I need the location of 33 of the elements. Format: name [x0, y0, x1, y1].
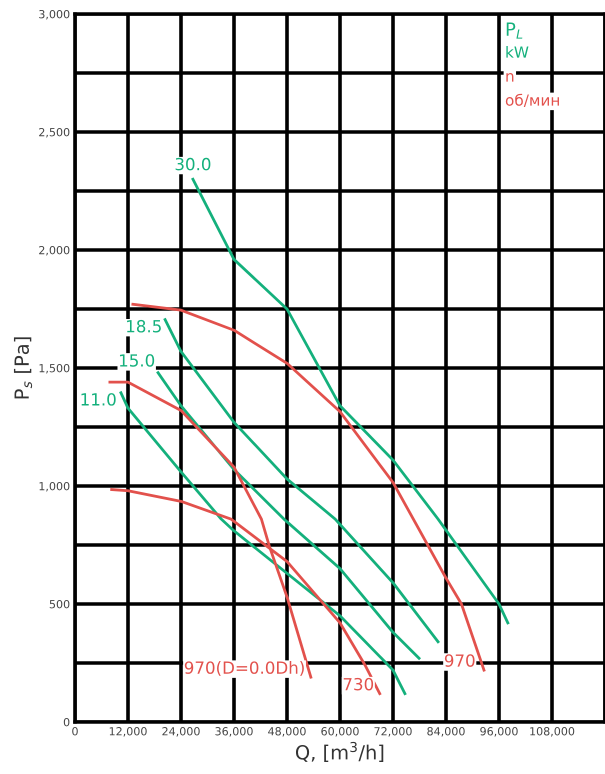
x-tick-label: 48,000 [268, 727, 306, 737]
annotation: n [506, 73, 514, 82]
x-tick-label: 108,000 [530, 727, 574, 737]
y-tick-label: 0 [64, 718, 70, 726]
x-tick-label: 72,000 [374, 727, 412, 737]
y-tick-label: 3,000 [39, 10, 70, 20]
series-label: 970(D=0.0Dh) [184, 661, 304, 676]
x-tick-label: 60,000 [321, 727, 359, 737]
annotation: kW [506, 46, 528, 58]
x-tick-label: 0 [72, 727, 78, 736]
x-tick-label: 24,000 [162, 727, 200, 737]
series-label: 30.0 [176, 158, 210, 170]
line-series [192, 178, 510, 624]
line-series [164, 318, 440, 644]
series-label: 11.0 [81, 393, 116, 406]
y-tick-label: 1,500 [40, 364, 70, 374]
series-label: 730 [344, 678, 374, 690]
series-label: 15.0 [120, 354, 154, 367]
x-tick-label: 36,000 [215, 727, 253, 737]
line-series [120, 391, 406, 696]
annotation: P$_{L}$ [506, 22, 522, 39]
series-label: 970 [444, 654, 475, 667]
x-tick-label: 96,000 [480, 727, 518, 737]
x-tick-label: 12,000 [110, 727, 147, 737]
x-axis-title: Q, [m$^{3}$/h] [296, 742, 384, 762]
y-tick-label: 2,500 [39, 128, 70, 138]
y-tick-label: 500 [50, 600, 70, 608]
annotation: об/мин [506, 94, 559, 108]
x-tick-label: 84,000 [427, 727, 465, 737]
y-axis-title: P$_{s}$ [Pa] [14, 337, 32, 398]
series-label: 18.5 [127, 320, 161, 333]
y-tick-label: 1,000 [40, 482, 70, 492]
y-tick-label: 2,000 [39, 246, 70, 256]
